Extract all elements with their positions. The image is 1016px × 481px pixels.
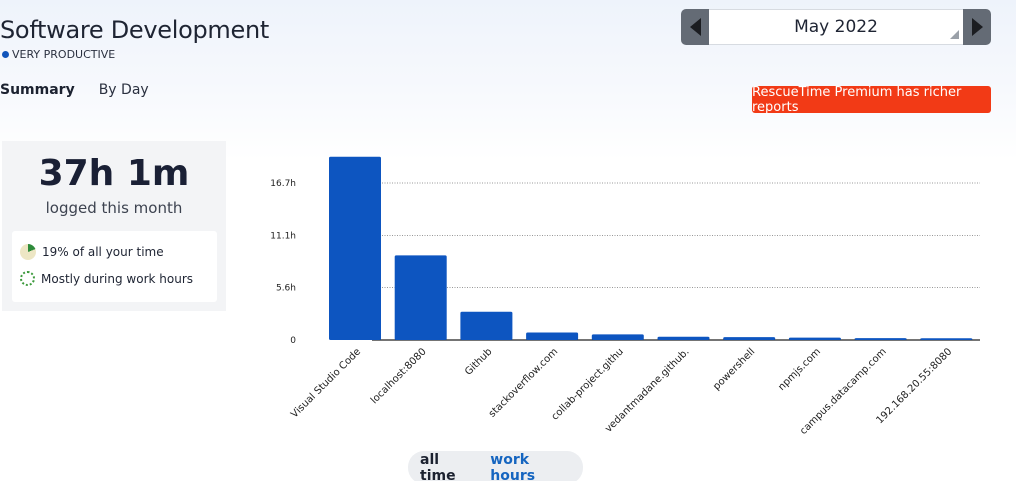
y-tick-label: 16.7h [270,179,296,189]
x-tick-label: npmjs.com [776,346,823,393]
bar [591,334,644,340]
page-title: Software Development [0,16,269,44]
productivity-label: VERY PRODUCTIVE [2,48,115,61]
productivity-text: VERY PRODUCTIVE [12,48,116,61]
triangle-left-icon [689,18,701,36]
x-tick-label: powershell [711,346,757,392]
month-picker: May 2022 [681,9,991,45]
pie-chart-icon [20,244,36,260]
x-tick-label: localhost:8080 [369,346,429,406]
toggle-all-time[interactable]: all time [420,451,456,481]
x-tick-label: Github [463,346,494,377]
previous-month-button[interactable] [681,9,709,45]
month-select-value: May 2022 [794,17,878,37]
y-tick-label: 11.1h [270,232,296,242]
work-hours-stat: Mostly during work hours [20,271,193,286]
premium-reports-button[interactable]: RescueTime Premium has richer reports [752,85,991,115]
y-tick-label: 0 [290,336,296,346]
stats-box: 19% of all your time Mostly during work … [12,231,217,302]
bar [329,156,381,340]
share-stat: 19% of all your time [20,244,164,260]
toggle-work-hours[interactable]: work hours [490,451,536,481]
tab-summary[interactable]: Summary [0,82,75,98]
bar [723,337,776,340]
work-hours-stat-text: Mostly during work hours [41,271,194,286]
total-time-label: logged this month [45,199,183,217]
time-range-toggle: all time work hours [408,451,583,481]
bar [788,337,841,340]
bar [920,338,973,340]
bar-chart: 0 5.6h 11.1h 16.7h Visual Studio Code localho… [270,156,980,437]
bar [460,311,513,340]
month-select[interactable]: May 2022 [709,9,963,45]
y-tick-label: 5.6h [276,283,296,293]
bar [526,332,579,340]
share-stat-text: 19% of all your time [42,245,164,259]
bar [854,338,907,340]
top-activities-chart: 0 5.6h 11.1h 16.7h Visual Studio Code localho… [260,150,1000,440]
tab-by-day[interactable]: By Day [98,82,149,98]
clock-icon [20,271,35,286]
summary-card: 37h 1m logged this month 19% of all your… [2,141,226,311]
total-time: 37h 1m [38,153,190,194]
bar [657,336,710,340]
x-tick-label: stackoverflow.com [487,346,560,419]
bar [394,255,447,340]
triangle-right-icon [971,18,983,36]
x-tick-label: collab-project.githu [550,346,626,422]
report-tabs: Summary By Day [0,82,149,98]
x-tick-label: 192.168.20.55:8080 [875,346,955,426]
next-month-button[interactable] [963,9,991,45]
x-tick-label: Visual Studio Code [289,346,363,420]
productivity-dot-icon [2,51,9,58]
resize-corner-icon [950,30,959,39]
